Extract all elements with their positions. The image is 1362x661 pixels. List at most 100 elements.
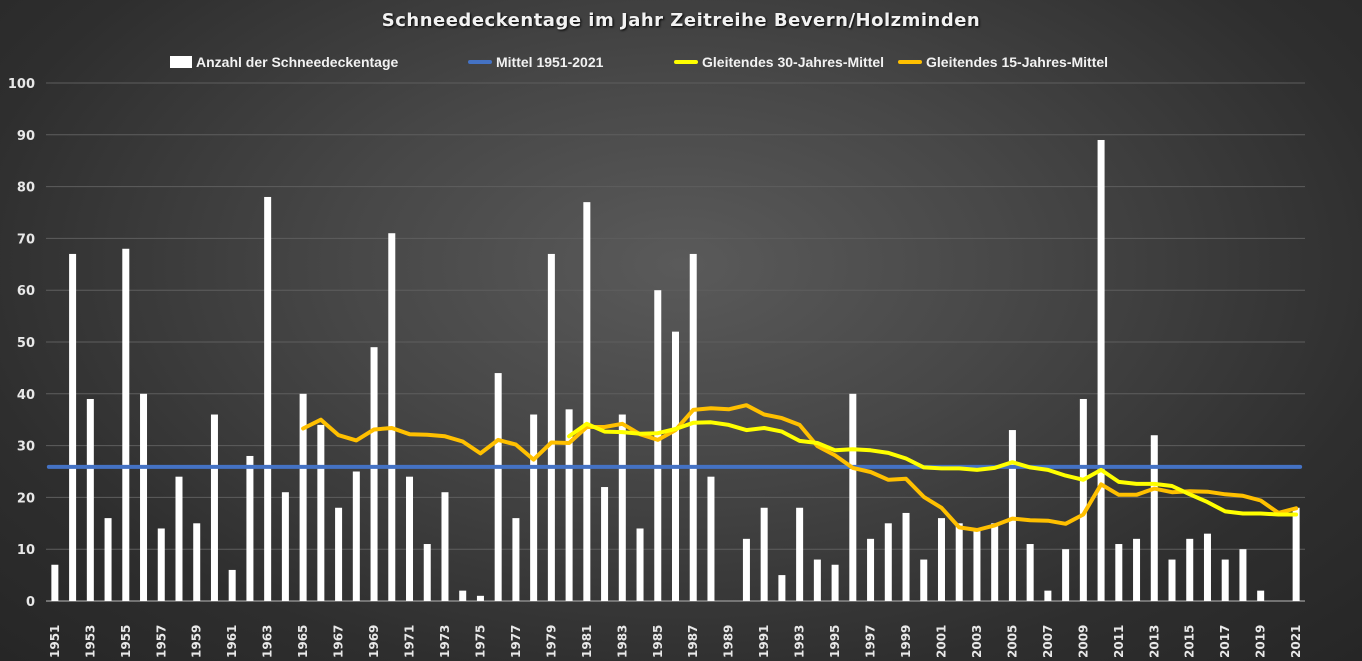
legend-item-ma30: Gleitendes 30-Jahres-Mittel xyxy=(674,54,884,70)
bar-2016 xyxy=(1203,533,1211,601)
legend-label-ma15: Gleitendes 15-Jahres-Mittel xyxy=(926,54,1109,70)
bar-1996 xyxy=(849,393,857,601)
bar-1985 xyxy=(654,290,662,601)
x-tick-label: 1957 xyxy=(154,625,168,658)
bar-2011 xyxy=(1115,544,1123,601)
bar-2008 xyxy=(1062,549,1070,601)
x-tick-label: 1987 xyxy=(686,625,700,658)
legend-label-bars: Anzahl der Schneedeckentage xyxy=(196,54,399,70)
y-tick-label: 20 xyxy=(17,491,35,506)
chart-title: Schneedeckentage im Jahr Zeitreihe Bever… xyxy=(381,10,981,31)
x-tick-label: 1953 xyxy=(83,625,97,658)
bar-1963 xyxy=(264,196,272,601)
x-tick-label: 2017 xyxy=(1218,625,1232,658)
bar-1984 xyxy=(636,528,644,601)
x-tick-label: 2009 xyxy=(1076,625,1090,658)
x-tick-label: 1989 xyxy=(722,625,736,658)
bar-1993 xyxy=(796,507,804,601)
y-tick-label: 80 xyxy=(17,181,35,196)
y-tick-label: 50 xyxy=(17,336,35,351)
bar-2018 xyxy=(1239,549,1247,601)
bar-1999 xyxy=(902,512,910,601)
bar-1956 xyxy=(140,393,148,601)
x-tick-label: 2015 xyxy=(1183,625,1197,658)
bar-1976 xyxy=(494,373,502,601)
bar-2006 xyxy=(1026,544,1034,601)
bar-1966 xyxy=(317,424,325,601)
x-tick-label: 2001 xyxy=(934,625,948,658)
y-axis: 0 10 20 30 40 50 60 70 80 90 100 xyxy=(8,77,35,610)
legend: Anzahl der Schneedeckentage Mittel 1951-… xyxy=(0,54,1362,74)
x-tick-label: 1969 xyxy=(367,625,381,658)
y-tick-label: 0 xyxy=(26,595,35,610)
bar-2014 xyxy=(1168,559,1176,601)
x-tick-label: 2003 xyxy=(970,625,984,658)
bar-1955 xyxy=(122,248,130,601)
bar-1971 xyxy=(406,476,414,601)
x-tick-label: 2005 xyxy=(1005,625,1019,658)
bar-1964 xyxy=(281,492,289,601)
bar-1979 xyxy=(547,253,555,601)
bar-1969 xyxy=(370,347,378,601)
bar-1959 xyxy=(193,523,201,601)
bar-1961 xyxy=(228,569,236,601)
bar-2007 xyxy=(1044,590,1052,601)
x-tick-label: 1997 xyxy=(864,625,878,658)
bar-2017 xyxy=(1221,559,1229,601)
bar-1992 xyxy=(778,575,786,601)
x-tick-label: 1975 xyxy=(473,625,487,658)
bar-1983 xyxy=(618,414,626,601)
y-tick-label: 70 xyxy=(17,232,35,247)
bar-1988 xyxy=(707,476,715,601)
x-tick-label: 1961 xyxy=(225,625,239,658)
bar-2000 xyxy=(920,559,928,601)
x-tick-label: 1981 xyxy=(580,625,594,658)
x-tick-label: 1991 xyxy=(757,625,771,658)
x-tick-label: 1995 xyxy=(828,625,842,658)
x-tick-label: 2021 xyxy=(1289,625,1303,658)
bar-1997 xyxy=(867,538,875,601)
bar-1962 xyxy=(246,455,254,601)
bar-1958 xyxy=(175,476,183,601)
bar-2019 xyxy=(1257,590,1265,601)
x-tick-label: 1973 xyxy=(438,625,452,658)
x-tick-label: 1965 xyxy=(296,625,310,658)
x-tick-label: 1979 xyxy=(544,625,558,658)
bar-1974 xyxy=(459,590,467,601)
y-tick-label: 10 xyxy=(17,543,35,558)
x-tick-label: 1955 xyxy=(119,625,133,658)
bar-1998 xyxy=(884,523,892,601)
x-tick-label: 1959 xyxy=(190,625,204,658)
bar-1980 xyxy=(565,409,573,601)
bar-1990 xyxy=(742,538,750,601)
bar-1981 xyxy=(583,202,591,601)
bar-1967 xyxy=(335,507,343,601)
bar-1951 xyxy=(51,564,59,601)
bar-1957 xyxy=(157,528,165,601)
lines-series xyxy=(46,403,1303,532)
y-tick-label: 90 xyxy=(17,129,35,144)
legend-label-ma30: Gleitendes 30-Jahres-Mittel xyxy=(702,54,885,70)
x-tick-label: 1977 xyxy=(509,625,523,658)
x-tick-label: 1993 xyxy=(793,625,807,658)
bar-1965 xyxy=(299,393,307,601)
legend-swatch-mean xyxy=(468,60,492,64)
y-tick-label: 100 xyxy=(8,77,35,92)
bar-1953 xyxy=(86,398,94,601)
x-tick-label: 1963 xyxy=(261,625,275,658)
bar-1954 xyxy=(104,518,112,601)
y-tick-label: 40 xyxy=(17,388,35,403)
legend-label-mean: Mittel 1951-2021 xyxy=(496,54,604,70)
x-tick-label: 1967 xyxy=(332,625,346,658)
bars-series xyxy=(51,139,1300,602)
bar-1970 xyxy=(388,233,396,601)
x-tick-label: 1983 xyxy=(615,625,629,658)
bar-2005 xyxy=(1008,430,1016,601)
line-gleitendes-15 xyxy=(301,403,1299,532)
legend-item-mean: Mittel 1951-2021 xyxy=(468,54,603,70)
bar-1952 xyxy=(69,253,77,601)
bar-1960 xyxy=(210,414,218,601)
bar-1991 xyxy=(760,507,768,601)
bar-2012 xyxy=(1133,538,1141,601)
